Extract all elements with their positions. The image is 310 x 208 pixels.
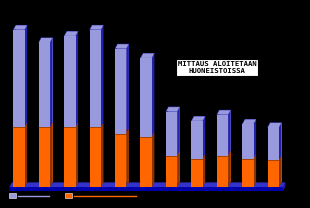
- Polygon shape: [168, 107, 180, 151]
- Polygon shape: [67, 123, 78, 182]
- Polygon shape: [50, 38, 53, 127]
- Polygon shape: [115, 134, 126, 187]
- Polygon shape: [279, 156, 281, 187]
- Polygon shape: [217, 115, 228, 156]
- Polygon shape: [13, 127, 24, 187]
- Polygon shape: [228, 110, 231, 156]
- Polygon shape: [90, 25, 104, 30]
- Polygon shape: [177, 151, 180, 187]
- Polygon shape: [24, 123, 27, 187]
- Polygon shape: [117, 44, 129, 129]
- Polygon shape: [191, 116, 205, 121]
- Polygon shape: [270, 156, 281, 182]
- Polygon shape: [92, 25, 104, 123]
- Polygon shape: [242, 159, 254, 187]
- Polygon shape: [191, 121, 203, 159]
- Polygon shape: [268, 127, 279, 160]
- Polygon shape: [90, 30, 101, 127]
- Polygon shape: [245, 154, 256, 182]
- Polygon shape: [90, 127, 101, 187]
- Bar: [9, 193, 16, 198]
- Polygon shape: [254, 154, 256, 187]
- Polygon shape: [140, 137, 152, 187]
- Polygon shape: [39, 42, 50, 127]
- Polygon shape: [9, 187, 283, 191]
- Polygon shape: [140, 58, 152, 137]
- Polygon shape: [203, 116, 205, 159]
- Polygon shape: [217, 156, 228, 187]
- Polygon shape: [13, 30, 24, 127]
- Polygon shape: [166, 112, 177, 156]
- Polygon shape: [39, 38, 53, 42]
- Polygon shape: [228, 151, 231, 187]
- Polygon shape: [101, 25, 104, 127]
- Polygon shape: [16, 123, 27, 182]
- Polygon shape: [115, 44, 129, 49]
- Polygon shape: [143, 53, 154, 132]
- Polygon shape: [242, 124, 254, 159]
- Polygon shape: [219, 110, 231, 151]
- Polygon shape: [254, 119, 256, 159]
- Polygon shape: [217, 110, 231, 115]
- Polygon shape: [117, 129, 129, 182]
- Polygon shape: [24, 25, 27, 127]
- Polygon shape: [64, 127, 76, 187]
- Polygon shape: [76, 123, 78, 187]
- Polygon shape: [268, 123, 281, 127]
- Polygon shape: [194, 116, 205, 154]
- Polygon shape: [50, 123, 53, 187]
- Polygon shape: [279, 123, 281, 160]
- Polygon shape: [143, 132, 154, 182]
- Polygon shape: [9, 182, 286, 187]
- Polygon shape: [16, 25, 27, 123]
- Polygon shape: [64, 31, 78, 36]
- Polygon shape: [126, 44, 129, 134]
- Polygon shape: [152, 53, 154, 137]
- Polygon shape: [126, 129, 129, 187]
- Polygon shape: [76, 31, 78, 127]
- Polygon shape: [41, 38, 53, 123]
- Text: MITTAUS ALOITETAAN
HUONEISTOISSA: MITTAUS ALOITETAAN HUONEISTOISSA: [178, 61, 257, 105]
- Polygon shape: [64, 36, 76, 127]
- Polygon shape: [67, 31, 78, 123]
- Polygon shape: [270, 123, 281, 156]
- Polygon shape: [245, 119, 256, 154]
- Polygon shape: [166, 107, 180, 112]
- Polygon shape: [203, 154, 205, 187]
- Polygon shape: [41, 123, 53, 182]
- Polygon shape: [115, 49, 126, 134]
- Polygon shape: [219, 151, 231, 182]
- Polygon shape: [268, 160, 279, 187]
- Polygon shape: [152, 132, 154, 187]
- Polygon shape: [177, 107, 180, 156]
- Polygon shape: [194, 154, 205, 182]
- Polygon shape: [191, 159, 203, 187]
- Polygon shape: [166, 156, 177, 187]
- Polygon shape: [101, 123, 104, 187]
- Polygon shape: [168, 151, 180, 182]
- Polygon shape: [140, 53, 154, 58]
- Bar: [65, 193, 72, 198]
- Polygon shape: [39, 127, 50, 187]
- Polygon shape: [13, 25, 27, 30]
- Polygon shape: [242, 119, 256, 124]
- Polygon shape: [283, 182, 286, 191]
- Polygon shape: [92, 123, 104, 182]
